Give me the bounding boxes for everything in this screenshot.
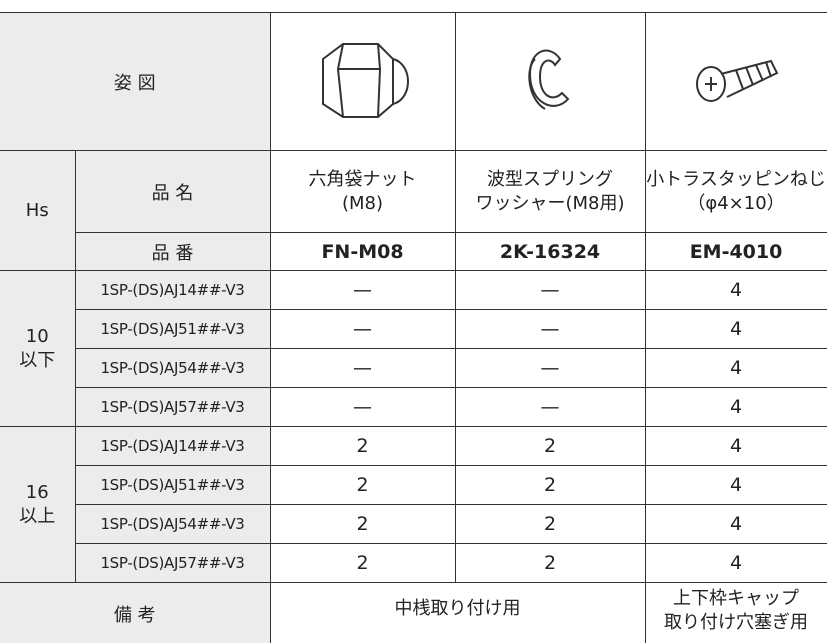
text-line: 10 xyxy=(25,325,49,347)
data-row: 1SP-(DS)AJ54##-V3 2 2 4 xyxy=(0,504,827,544)
table-wrap: 姿 図 xyxy=(0,12,827,643)
data-row: 1SP-(DS)AJ51##-V3 2 2 4 xyxy=(0,465,827,505)
text-line: 波型スプリング xyxy=(487,168,614,190)
text-line: （φ4×10） xyxy=(687,192,785,214)
data-row: 16 以上 1SP-(DS)AJ14##-V3 2 2 4 xyxy=(0,426,827,583)
remark-note: 中桟取り付け用 xyxy=(269,582,646,643)
quantity: — xyxy=(269,270,456,310)
quantity: 2 xyxy=(269,504,456,544)
data-row: 1SP-(DS)AJ57##-V3— —4 xyxy=(0,387,827,427)
quantity: — xyxy=(269,387,456,427)
part-no-label: 品 番 xyxy=(75,232,271,271)
part-no: 2K-16324 xyxy=(454,232,646,271)
product-name: 六角袋ナット (M8) xyxy=(269,150,456,233)
model: 1SP-(DS)AJ57##-V3 xyxy=(75,543,271,583)
text-line: ワッシャー(M8用) xyxy=(475,192,625,214)
part-no: FN-M08 xyxy=(269,232,456,271)
text-line: 六角袋ナット xyxy=(308,168,417,190)
quantity: 4 xyxy=(644,309,827,349)
screw-icon xyxy=(696,59,779,102)
quantity: 4 xyxy=(644,465,827,505)
table-body: 姿 図 xyxy=(0,12,827,643)
washer-icon xyxy=(528,49,570,110)
name-row: Hs 品 名六角袋ナット (M8) 波型スプリング ワッシャー(M8用) 小トラスタッピン… xyxy=(0,150,827,271)
model: 1SP-(DS)AJ14##-V3 xyxy=(74,426,271,466)
quantity: 2 xyxy=(269,426,456,466)
part-no: EM-4010 xyxy=(644,232,827,271)
model: 1SP-(DS)AJ51##-V3 xyxy=(75,309,271,349)
product-name: 波型スプリング ワッシャー(M8用) xyxy=(454,150,646,233)
quantity: 4 xyxy=(644,426,827,466)
quantity: 2 xyxy=(269,465,456,505)
model: 1SP-(DS)AJ54##-V3 xyxy=(75,504,271,544)
quantity: — xyxy=(454,348,646,388)
quantity: 4 xyxy=(644,348,827,388)
quantity: — xyxy=(269,309,456,349)
quantity: — xyxy=(454,387,646,427)
group-label: 16 以上 xyxy=(0,426,76,583)
quantity: 2 xyxy=(454,426,646,466)
figure-cell xyxy=(454,12,646,151)
quantity: 4 xyxy=(644,543,827,583)
quantity: — xyxy=(454,270,646,310)
text-line: 中桟取り付け用 xyxy=(394,598,521,619)
quantity: 2 xyxy=(454,504,646,544)
figure-label: 姿 図 xyxy=(0,12,271,151)
figure-row: 姿 図 xyxy=(0,12,827,151)
figure-cell xyxy=(644,12,827,151)
product-name: 小トラスタッピンねじ （φ4×10） xyxy=(644,150,827,233)
figure-cell xyxy=(269,12,456,151)
quantity: 4 xyxy=(644,504,827,544)
data-row: 1SP-(DS)AJ51##-V3— —4 xyxy=(0,309,827,349)
cap-nut-icon xyxy=(321,43,409,118)
quantity: — xyxy=(454,309,646,349)
quantity: — xyxy=(269,348,456,388)
text-line: 取り付け穴塞ぎ用 xyxy=(664,612,809,633)
text-line: 小トラスタッピンねじ xyxy=(646,168,826,190)
name-label: 品 名 xyxy=(74,150,271,233)
quantity: 2 xyxy=(269,543,456,583)
text-line: 以下 xyxy=(19,349,56,371)
remarks-label: 備 考 xyxy=(0,582,271,643)
model: 1SP-(DS)AJ14##-V3 xyxy=(74,270,271,310)
part-no-row: 品 番 FN-M08 2K-16324 EM-4010 xyxy=(0,232,827,271)
model: 1SP-(DS)AJ54##-V3 xyxy=(75,348,271,388)
quantity: 2 xyxy=(454,543,646,583)
hs-label: Hs xyxy=(0,150,76,271)
text-line: (M8) xyxy=(342,192,384,214)
parts-table: 姿 図 xyxy=(0,12,827,643)
text-line: 16 xyxy=(25,481,49,503)
data-row: 10 以下 1SP-(DS)AJ14##-V3— —4 xyxy=(0,270,827,427)
data-row: 1SP-(DS)AJ57##-V3 2 2 4 xyxy=(0,543,827,583)
data-row: 1SP-(DS)AJ54##-V3— —4 xyxy=(0,348,827,388)
text-line: 以上 xyxy=(19,505,56,527)
quantity: 2 xyxy=(454,465,646,505)
quantity: 4 xyxy=(644,270,827,310)
model: 1SP-(DS)AJ51##-V3 xyxy=(75,465,271,505)
model: 1SP-(DS)AJ57##-V3 xyxy=(75,387,271,427)
remark-note: 上下枠キャップ 取り付け穴塞ぎ用 xyxy=(644,582,827,643)
text-line: 上下枠キャップ xyxy=(673,588,800,609)
remarks-row: 備 考 中桟取り付け用 上下枠キャップ 取り付け穴塞ぎ用 xyxy=(0,582,827,643)
quantity: 4 xyxy=(644,387,827,427)
group-label: 10 以下 xyxy=(0,270,76,427)
